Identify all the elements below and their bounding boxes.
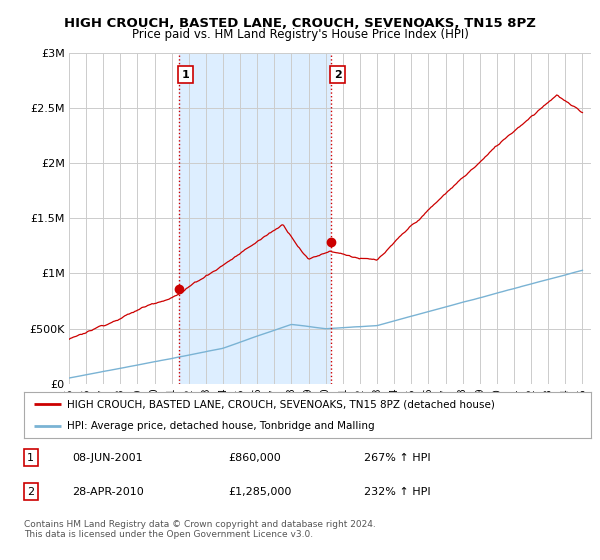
Text: 1: 1 [182,70,190,80]
Text: HIGH CROUCH, BASTED LANE, CROUCH, SEVENOAKS, TN15 8PZ (detached house): HIGH CROUCH, BASTED LANE, CROUCH, SEVENO… [67,399,494,409]
Text: 2: 2 [27,487,34,497]
Text: HPI: Average price, detached house, Tonbridge and Malling: HPI: Average price, detached house, Tonb… [67,421,374,431]
Text: 267% ↑ HPI: 267% ↑ HPI [364,452,431,463]
Text: HIGH CROUCH, BASTED LANE, CROUCH, SEVENOAKS, TN15 8PZ: HIGH CROUCH, BASTED LANE, CROUCH, SEVENO… [64,17,536,30]
Text: Contains HM Land Registry data © Crown copyright and database right 2024.
This d: Contains HM Land Registry data © Crown c… [24,520,376,539]
Text: £860,000: £860,000 [228,452,281,463]
Text: Price paid vs. HM Land Registry's House Price Index (HPI): Price paid vs. HM Land Registry's House … [131,28,469,41]
Text: 1: 1 [28,452,34,463]
Text: 2: 2 [334,70,341,80]
Text: 232% ↑ HPI: 232% ↑ HPI [364,487,431,497]
Text: £1,285,000: £1,285,000 [228,487,292,497]
Text: 08-JUN-2001: 08-JUN-2001 [72,452,143,463]
Bar [179,53,331,384]
Text: 28-APR-2010: 28-APR-2010 [72,487,144,497]
